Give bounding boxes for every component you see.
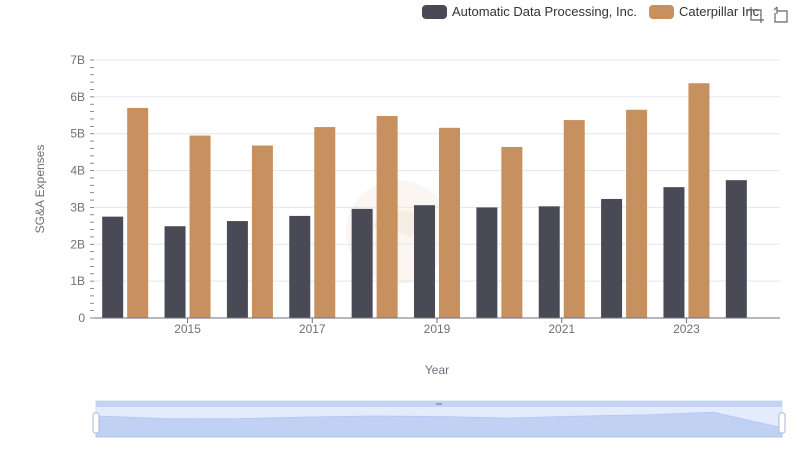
bar-adp-2023[interactable]: [663, 187, 685, 318]
datazoom-preview-area: [95, 411, 783, 438]
bar-adp-2015[interactable]: [164, 226, 186, 318]
x-tick-label: 2017: [299, 322, 326, 336]
bar-adp-2017[interactable]: [289, 215, 311, 318]
bar-caterpillar-2015[interactable]: [189, 135, 211, 318]
datazoom-handle-left[interactable]: [92, 412, 100, 434]
y-tick-label: 0: [78, 311, 85, 325]
y-tick-label: 1B: [70, 274, 85, 288]
legend-swatch-adp: [422, 4, 447, 19]
bar-caterpillar-2018[interactable]: [376, 116, 398, 318]
bar-caterpillar-2019[interactable]: [439, 127, 460, 319]
x-axis-ticks: [187, 318, 687, 323]
bar-adp-2014[interactable]: [102, 216, 124, 318]
x-tick-label: 2021: [548, 322, 575, 336]
zoom-icon[interactable]: [747, 6, 765, 24]
bar-caterpillar-2021[interactable]: [563, 120, 585, 318]
bar-adp-2018[interactable]: [351, 208, 373, 318]
y-tick-label: 4B: [70, 164, 85, 178]
bar-adp-2020[interactable]: [476, 207, 498, 318]
legend-item-caterpillar[interactable]: Caterpillar Inc.: [648, 4, 763, 19]
y-minor-ticks: [90, 59, 94, 319]
bar-caterpillar-2022[interactable]: [626, 109, 648, 318]
bar-adp-2019[interactable]: [414, 205, 435, 318]
bar-adp-2021[interactable]: [538, 206, 560, 318]
bar-caterpillar-2023[interactable]: [688, 83, 710, 318]
y-tick-label: 5B: [70, 127, 85, 141]
restore-icon[interactable]: [773, 6, 791, 24]
y-tick-label: 2B: [70, 237, 85, 251]
bar-adp-2022[interactable]: [601, 198, 623, 318]
datazoom-slider[interactable]: [92, 400, 786, 438]
datazoom-grip[interactable]: [436, 403, 442, 405]
legend-label-adp: Automatic Data Processing, Inc.: [452, 4, 637, 19]
x-axis-title: Year: [425, 363, 449, 377]
chart-toolbox: [747, 6, 791, 24]
bar-adp-2016[interactable]: [226, 221, 248, 318]
datazoom-handle-right[interactable]: [778, 412, 786, 434]
y-tick-label: 6B: [70, 90, 85, 104]
legend-item-adp[interactable]: Automatic Data Processing, Inc.: [422, 4, 637, 19]
x-tick-label: 2019: [424, 322, 451, 336]
y-axis-labels: 0 1B 2B 3B 4B 5B 6B 7B: [70, 53, 85, 325]
y-tick-label: 3B: [70, 200, 85, 214]
bar-caterpillar-2014[interactable]: [127, 107, 149, 319]
x-tick-label: 2015: [174, 322, 201, 336]
x-axis-labels: 2015 2017 2019 2021 2023: [174, 322, 700, 336]
legend-swatch-caterpillar: [648, 4, 674, 19]
bar-caterpillar-2016[interactable]: [251, 145, 273, 318]
x-tick-label: 2023: [673, 322, 700, 336]
bar-caterpillar-2017[interactable]: [314, 127, 336, 318]
bars-layer: [102, 83, 747, 319]
y-axis-title: SG&A Expenses: [33, 145, 47, 234]
legend-label-caterpillar: Caterpillar Inc.: [678, 4, 763, 19]
chart-legend: Automatic Data Processing, Inc. Caterpil…: [422, 4, 775, 19]
bar-adp-2024[interactable]: [725, 180, 747, 318]
bar-caterpillar-2020[interactable]: [501, 146, 523, 318]
y-tick-label: 7B: [70, 53, 85, 67]
